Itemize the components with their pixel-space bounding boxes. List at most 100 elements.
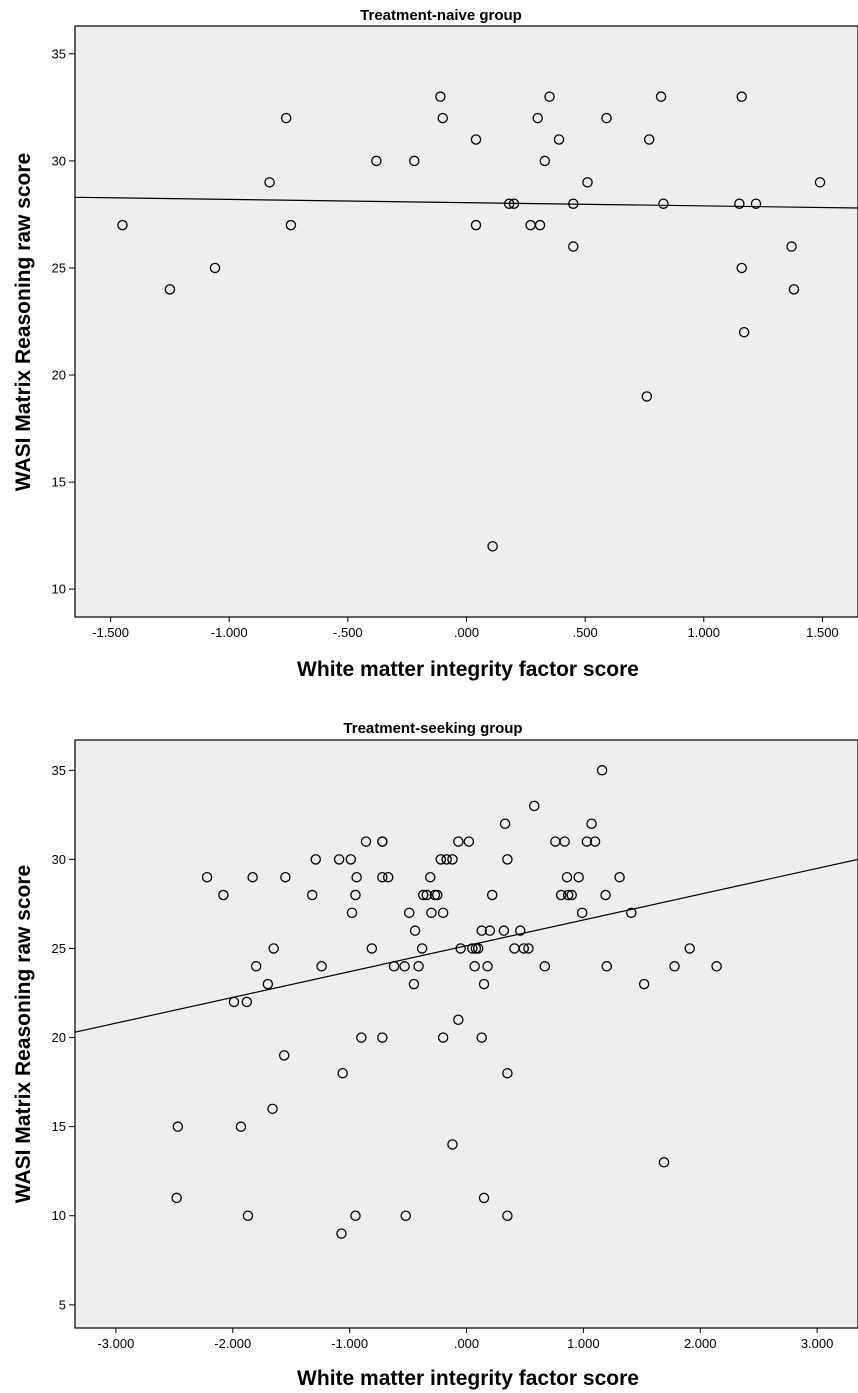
data-point [601, 961, 612, 972]
data-point [555, 889, 567, 901]
data-point [523, 943, 534, 954]
data-point [306, 889, 318, 901]
plot-area [74, 25, 858, 618]
y-tick-label: 30 [52, 852, 66, 867]
data-point [350, 889, 361, 901]
y-tick-label: 25 [52, 941, 66, 956]
x-tick-label: -1.500 [92, 625, 129, 640]
y-axis-label: WASI Matrix Reasoning raw score [12, 865, 35, 1203]
data-point [589, 836, 601, 847]
y-tick-label: 15 [52, 1119, 66, 1134]
data-point [502, 1210, 513, 1221]
data-point [346, 907, 358, 919]
data-point [437, 907, 449, 919]
data-point [278, 1050, 290, 1061]
x-tick-label: -3.000 [97, 1336, 134, 1351]
x-tick-label: -.500 [333, 625, 363, 640]
data-point [432, 889, 443, 901]
y-tick-label: 10 [52, 582, 66, 597]
data-point [641, 391, 653, 402]
data-point [669, 961, 680, 972]
data-point [814, 177, 826, 188]
data-point [658, 1157, 670, 1168]
x-tick-label: 3.000 [801, 1336, 834, 1351]
data-point [351, 871, 362, 883]
data-point [435, 854, 447, 865]
data-point [408, 978, 420, 990]
data-point [228, 996, 240, 1008]
data-point [738, 326, 750, 338]
data-point [487, 541, 498, 552]
y-tick-label: 25 [52, 260, 66, 275]
data-point [421, 889, 433, 901]
data-point [553, 134, 565, 145]
data-point [409, 925, 421, 936]
data-point [643, 134, 655, 145]
data-point [264, 177, 275, 188]
data-point [502, 1067, 513, 1079]
x-tick-label: 2.000 [684, 1336, 717, 1351]
data-point [345, 854, 357, 865]
x-tick-label: -1.000 [211, 625, 248, 640]
data-point [566, 889, 577, 901]
y-axis-label: WASI Matrix Reasoning raw score [12, 153, 35, 491]
x-tick-label: 1.000 [687, 625, 720, 640]
data-point [447, 854, 458, 865]
data-point [235, 1121, 247, 1132]
data-point [262, 978, 274, 990]
data-point [453, 836, 464, 847]
data-point [596, 765, 608, 776]
data-point [544, 91, 555, 102]
data-point [280, 871, 291, 883]
scatter-panel-treatment-naive: Treatment-naive group -1.500 -1.000 -.500.… [12, 7, 858, 681]
x-tick-label: .000 [454, 1336, 479, 1351]
data-point [539, 961, 551, 972]
y-tick-label: 10 [52, 1208, 66, 1223]
data-point [377, 836, 388, 847]
data-point [350, 1210, 361, 1221]
x-axis-label: White matter integrity factor score [297, 1367, 639, 1390]
x-tick-label: 1.500 [806, 625, 839, 640]
data-point [736, 91, 747, 102]
data-point [518, 943, 530, 954]
data-point [502, 854, 513, 865]
data-point [498, 925, 510, 936]
data-point [600, 889, 611, 901]
data-point [377, 1032, 388, 1043]
data-point [209, 262, 221, 274]
data-point [581, 836, 593, 847]
data-point [201, 871, 213, 883]
data-point [463, 836, 475, 847]
data-point [268, 943, 279, 954]
data-point [403, 907, 415, 919]
x-tick-label: -1.000 [331, 1336, 368, 1351]
data-point [655, 91, 667, 102]
chart-title: Treatment-naive group [360, 7, 522, 24]
data-point [684, 943, 695, 954]
data-point [409, 155, 420, 167]
data-point [425, 871, 436, 883]
data-point [171, 1192, 182, 1204]
data-point [250, 961, 262, 972]
data-point [418, 889, 429, 901]
data-point [285, 219, 297, 231]
data-point [573, 871, 584, 883]
data-point [568, 241, 579, 252]
data-point [576, 907, 588, 919]
data-point [476, 925, 487, 936]
data-point [280, 112, 292, 124]
data-point [508, 198, 520, 209]
y-tick-label: 20 [52, 1030, 66, 1045]
data-point [534, 219, 546, 231]
data-point [469, 961, 480, 972]
data-point [750, 198, 762, 209]
y-tick-label: 5 [59, 1297, 66, 1312]
data-point [658, 198, 669, 209]
data-point [382, 871, 394, 883]
data-point [371, 155, 382, 167]
data-point [437, 1032, 449, 1043]
x-tick-label: 1.000 [567, 1336, 600, 1351]
data-point [447, 1139, 458, 1150]
data-point [388, 961, 400, 972]
